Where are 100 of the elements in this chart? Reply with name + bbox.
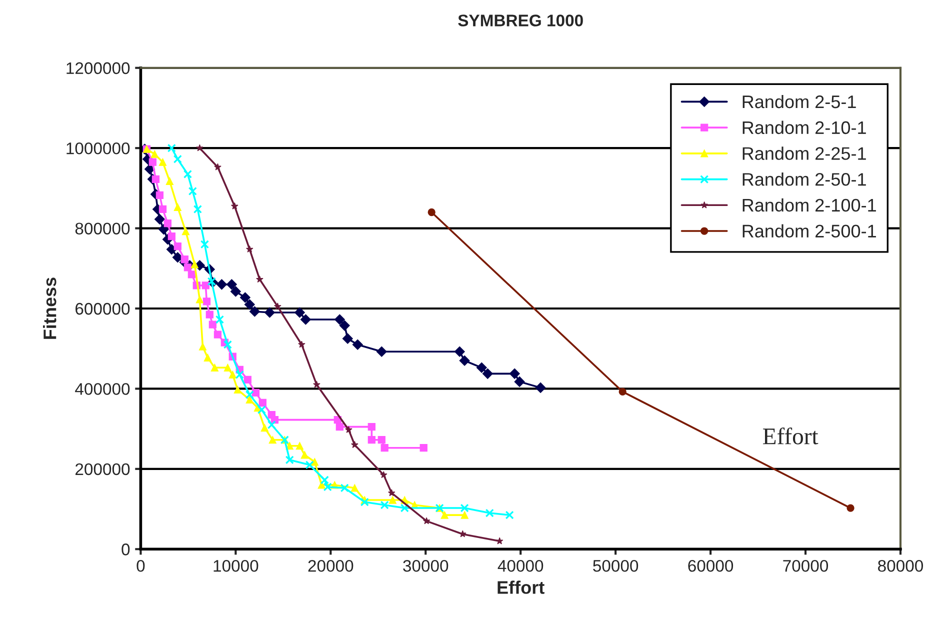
point	[300, 314, 311, 325]
point	[240, 292, 250, 303]
legend-label: Random 2-5-1	[742, 94, 856, 108]
point	[274, 302, 282, 310]
point	[459, 530, 466, 538]
point	[188, 186, 197, 196]
point	[196, 144, 204, 152]
y-tick-label: 1200000	[66, 62, 130, 74]
point	[360, 498, 369, 506]
chart-title: SYMBREG 1000	[458, 14, 583, 26]
y-tick-label: 400000	[75, 383, 130, 395]
legend-label: Random 2-25-1	[742, 146, 866, 160]
point	[535, 382, 546, 393]
point	[350, 484, 358, 492]
point	[256, 276, 264, 283]
point	[224, 364, 232, 372]
point	[230, 202, 238, 210]
point	[148, 158, 156, 166]
point	[352, 339, 363, 350]
point	[454, 346, 465, 357]
point	[166, 177, 174, 185]
point	[846, 504, 854, 512]
point	[164, 219, 172, 228]
legend-label: Random 2-100-1	[742, 198, 876, 212]
point	[318, 481, 326, 489]
point	[246, 246, 254, 253]
point	[376, 346, 387, 357]
point	[216, 279, 227, 290]
point	[264, 307, 275, 318]
point	[420, 444, 428, 452]
point	[223, 340, 232, 349]
point	[351, 441, 358, 448]
point	[249, 306, 260, 317]
point	[154, 214, 165, 225]
x-axis-title: Effort	[498, 580, 544, 594]
point	[485, 508, 494, 518]
point	[388, 489, 396, 496]
point	[482, 368, 493, 379]
point	[378, 436, 386, 444]
point	[200, 240, 210, 249]
point	[168, 232, 176, 240]
point	[345, 426, 352, 433]
point	[388, 496, 396, 504]
point	[400, 504, 409, 512]
point	[300, 451, 308, 459]
point	[428, 208, 436, 216]
legend-label: Random 2-50-1	[742, 172, 866, 186]
point	[202, 298, 211, 306]
point	[244, 299, 255, 310]
point	[204, 354, 212, 362]
x-tick-label: 20000	[308, 560, 354, 572]
point	[368, 436, 376, 444]
point	[460, 504, 469, 512]
point	[158, 224, 169, 235]
point	[196, 296, 204, 304]
x-tick-label: 30000	[403, 560, 448, 572]
x-tick-label: 70000	[783, 560, 828, 572]
point	[206, 310, 214, 318]
point	[174, 203, 182, 212]
x-tick-label: 60000	[688, 560, 734, 572]
point	[305, 460, 314, 470]
point	[368, 422, 376, 431]
point	[340, 484, 349, 492]
point	[313, 380, 320, 388]
point	[339, 320, 350, 331]
point	[234, 386, 242, 394]
point	[208, 320, 217, 328]
point	[336, 422, 344, 431]
y-tick-label: 600000	[76, 302, 130, 315]
y-axis-title: Fitness	[43, 278, 56, 339]
point	[184, 264, 192, 272]
y-tick-label: 800000	[75, 222, 130, 234]
point	[198, 342, 207, 350]
point	[380, 444, 388, 452]
point	[257, 405, 266, 414]
legend-label: Random 2-10-1	[742, 120, 866, 134]
point	[268, 436, 276, 444]
point	[226, 279, 237, 290]
point	[152, 175, 160, 183]
point	[252, 388, 260, 397]
point	[514, 376, 525, 387]
point	[158, 158, 167, 166]
x-tick-label: 50000	[593, 560, 638, 572]
point	[173, 154, 182, 164]
point	[440, 511, 448, 519]
point	[228, 370, 236, 378]
point	[244, 376, 252, 384]
point	[190, 260, 198, 268]
x-tick-label: 0	[136, 560, 145, 572]
point	[380, 500, 389, 510]
point	[210, 364, 219, 372]
point	[323, 482, 332, 492]
point	[156, 191, 164, 200]
y-tick-label: 0	[122, 544, 130, 556]
point	[188, 270, 196, 278]
point	[193, 204, 202, 214]
point	[214, 330, 222, 338]
y-tick-label: 200000	[76, 463, 130, 476]
point	[174, 242, 182, 250]
point	[202, 282, 210, 290]
